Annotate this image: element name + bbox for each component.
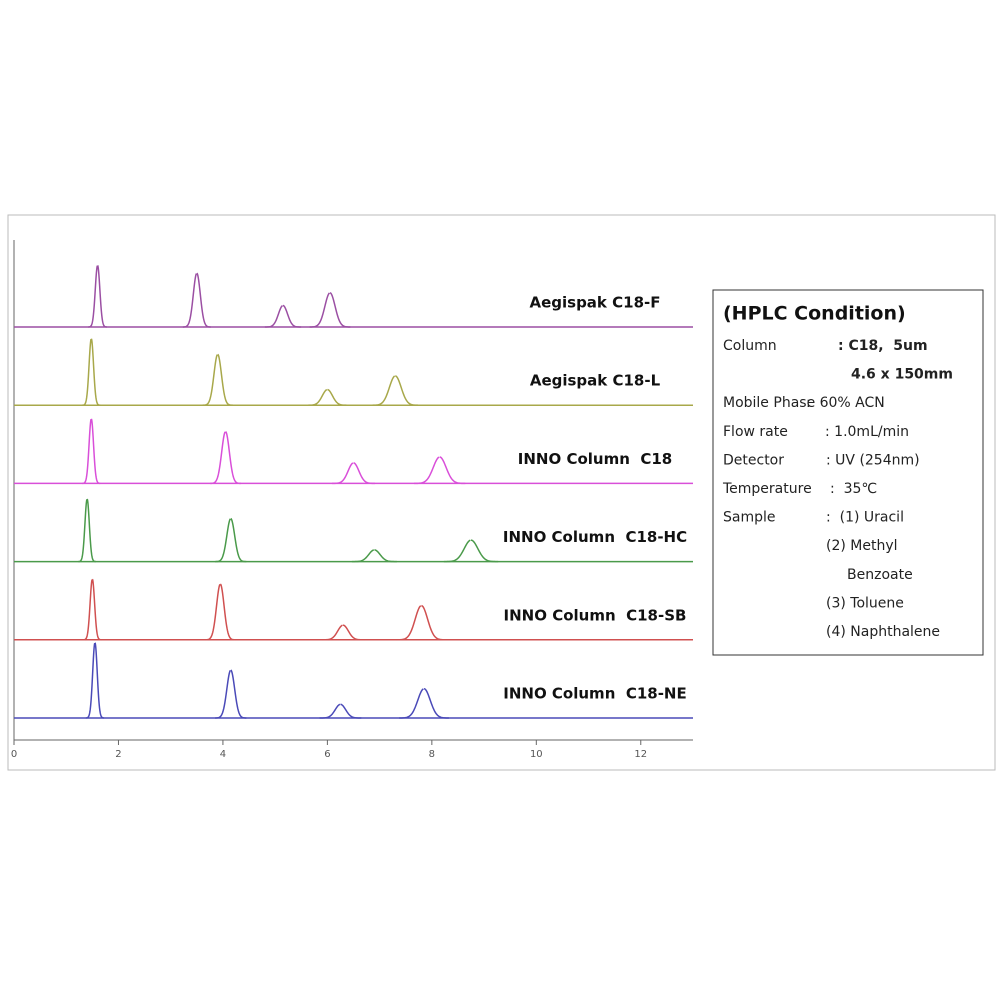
peak [82,418,101,485]
condition-value: : (1) Uracil [826,510,904,526]
frame [7,214,996,771]
condition-value: : C18, 5um [838,338,928,354]
peak [83,578,102,641]
condition-label: Column [723,338,777,354]
peak [331,462,376,485]
x-tick-label: 8 [429,749,435,760]
series-label: Aegispak C18-F [529,294,660,312]
condition-label: Flow rate [723,424,788,440]
peak [215,517,247,563]
condition-value: (4) Naphthalene [826,624,940,640]
peak [399,687,449,719]
condition-value: : 35℃ [830,481,877,497]
condition-value: : UV (254nm) [826,452,920,468]
series-label: INNO Column C18-HC [503,528,687,546]
condition-label: Detector [723,452,784,468]
series-label: INNO Column C18-NE [503,685,686,703]
condition-value: (3) Toluene [826,595,904,611]
peak [88,264,107,328]
x-tick-label: 2 [115,749,121,760]
condition-label: Temperature [722,481,812,497]
peak [396,604,447,641]
condition-value: (2) Methyl [826,538,898,554]
condition-label: Sample [723,510,776,526]
peak [182,272,211,328]
peak [202,353,233,406]
peak [210,430,241,485]
x-tick-label: 12 [634,749,647,760]
x-tick-label: 6 [324,749,330,760]
peak [205,583,236,641]
condition-value: : 60% ACN [806,395,885,411]
peak [78,498,96,563]
peak [264,304,302,328]
condition-label: Mobile Phase [723,395,815,411]
peak [319,703,362,719]
x-tick-label: 4 [220,749,226,760]
peak [371,375,419,406]
condition-title: (HPLC Condition) [723,303,906,325]
peak [351,549,397,563]
peak [309,292,351,328]
condition-value: : 1.0mL/min [825,424,909,440]
condition-value: 4.6 x 150mm [851,367,953,383]
series-label: INNO Column C18-SB [504,606,687,624]
x-tick-label: 0 [11,749,17,760]
condition-box [712,289,984,656]
peak [322,624,365,641]
condition-value: Benzoate [847,567,913,583]
peak [215,669,247,719]
peak [443,539,499,563]
peak [307,388,348,406]
x-tick-label: 10 [530,749,543,760]
series-label: INNO Column C18 [518,450,672,468]
series-label: Aegispak C18-L [530,372,661,390]
peak [414,456,466,485]
peak [82,338,101,406]
peak [85,642,105,719]
